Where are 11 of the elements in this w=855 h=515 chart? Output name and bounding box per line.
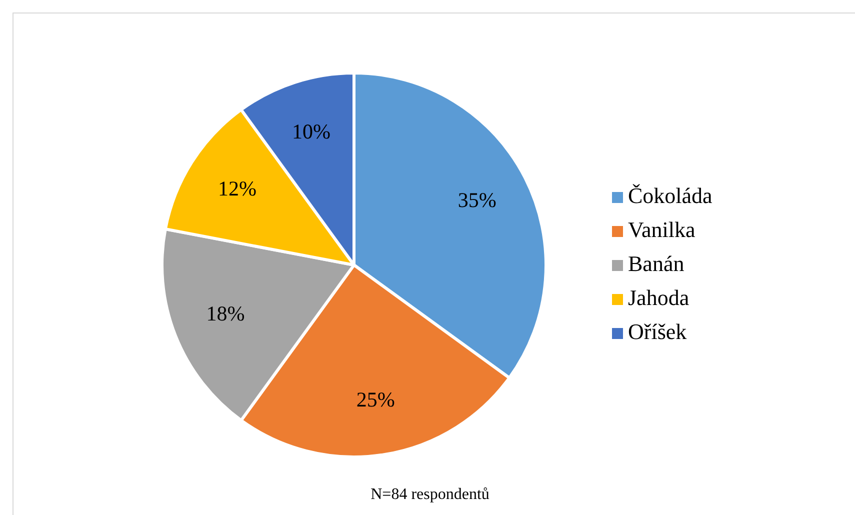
legend-label: Čokoláda [628, 183, 713, 208]
data-label: 12% [218, 176, 257, 201]
data-label: 18% [206, 302, 245, 326]
text: N=84 respondentů [370, 486, 490, 503]
data-label: 10% [292, 119, 331, 144]
data-label: 35% [458, 188, 496, 212]
legend-label: Jahoda [628, 285, 690, 310]
legend-label: Banán [628, 251, 684, 276]
data-label: 25% [356, 387, 395, 412]
legend-label: Oříšek [628, 319, 687, 344]
legend-label: Vanilka [628, 217, 696, 242]
